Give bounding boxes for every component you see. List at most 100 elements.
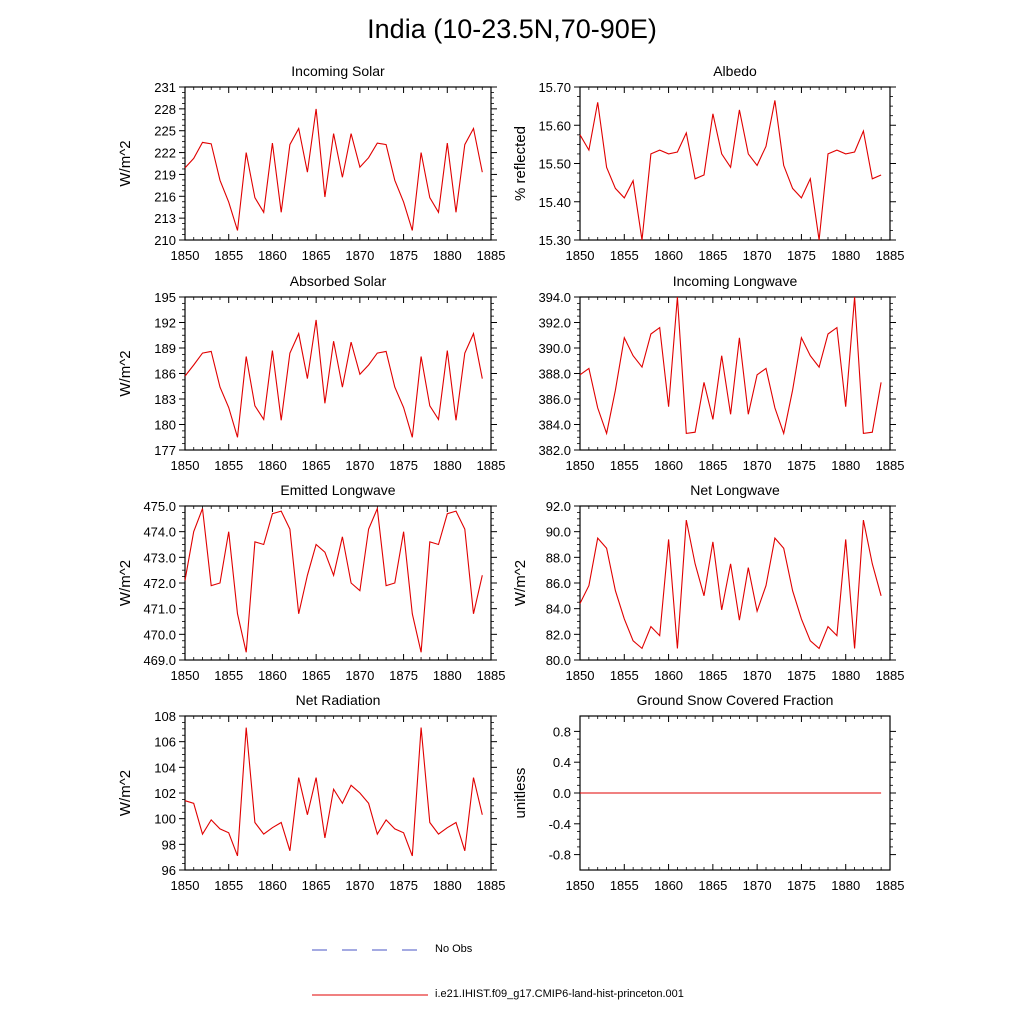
x-tick-label: 1850	[171, 878, 200, 893]
y-tick-label: 195	[154, 290, 176, 305]
y-tick-label: 472.0	[143, 576, 176, 591]
y-tick-label: 0.4	[553, 755, 571, 770]
series-line	[185, 320, 482, 437]
chart-title: Net Radiation	[296, 692, 381, 708]
y-tick-label: 177	[154, 443, 176, 458]
y-tick-label: 388.0	[538, 367, 571, 382]
x-tick-label: 1865	[698, 248, 727, 263]
chart-panel: 1850 1855 1860 1865 1870 1875 1880 1885 96 98 100 1…	[117, 692, 505, 893]
x-tick-label: 1885	[876, 458, 905, 473]
y-tick-label: 394.0	[538, 290, 571, 305]
chart-title: Albedo	[713, 63, 757, 79]
legend	[312, 950, 428, 995]
x-tick-label: 1870	[345, 458, 374, 473]
x-tick-label: 1855	[610, 668, 639, 683]
y-tick-label: 384.0	[538, 418, 571, 433]
series-line	[185, 728, 482, 856]
x-tick-label: 1875	[389, 458, 418, 473]
y-tick-label: 192	[154, 316, 176, 331]
x-tick-label: 1860	[654, 248, 683, 263]
y-tick-label: 475.0	[143, 499, 176, 514]
series-line	[185, 109, 482, 231]
y-axis-label: W/m^2	[117, 140, 134, 186]
y-tick-label: 92.0	[546, 499, 571, 514]
y-tick-label: 0.8	[553, 724, 571, 739]
x-tick-label: 1870	[743, 248, 772, 263]
legend-label-model: i.e21.IHIST.f09_g17.CMIP6-land-hist-prin…	[435, 988, 684, 1000]
chart-panel: 1850 1855 1860 1865 1870 1875 1880 1885382.0384…	[538, 273, 904, 473]
y-tick-label: 180	[154, 418, 176, 433]
x-tick-label: 1870	[743, 878, 772, 893]
y-tick-label: 225	[154, 124, 176, 139]
x-tick-label: 1865	[698, 668, 727, 683]
y-tick-label: 231	[154, 80, 176, 95]
y-tick-label: 106	[154, 735, 176, 750]
x-tick-label: 1850	[566, 668, 595, 683]
x-tick-label: 1875	[389, 248, 418, 263]
chart-canvas: 1850 1855 1860 1865 1870 1875 1880 188521021321…	[0, 0, 1024, 1024]
y-axis-label: W/m^2	[117, 350, 134, 396]
y-tick-label: 86.0	[546, 576, 571, 591]
x-tick-label: 1850	[566, 878, 595, 893]
x-tick-label: 1850	[566, 248, 595, 263]
x-tick-label: 1870	[345, 248, 374, 263]
y-tick-label: 96	[162, 863, 176, 878]
x-tick-label: 1855	[214, 668, 243, 683]
y-tick-label: 102	[154, 786, 176, 801]
x-tick-label: 1865	[698, 878, 727, 893]
plot-frame	[185, 716, 491, 870]
x-tick-label: 1885	[477, 458, 506, 473]
y-tick-label: 228	[154, 102, 176, 117]
x-tick-label: 1860	[654, 878, 683, 893]
y-tick-label: 213	[154, 211, 176, 226]
plot-frame	[185, 297, 491, 450]
x-tick-label: 1880	[831, 668, 860, 683]
x-tick-label: 1885	[477, 878, 506, 893]
chart-panel: 1850 1855 1860 1865 1870 1875 1880 1885 15.30 15.…	[512, 63, 904, 263]
x-tick-label: 1860	[258, 248, 287, 263]
x-tick-label: 1880	[433, 878, 462, 893]
x-tick-label: 1860	[654, 458, 683, 473]
series-line	[580, 520, 881, 648]
y-tick-label: 15.30	[538, 233, 571, 248]
x-tick-label: 1885	[876, 248, 905, 263]
legend-label-no-obs: No Obs	[435, 943, 472, 955]
y-axis-label: % reflected	[512, 126, 529, 201]
y-tick-label: 88.0	[546, 550, 571, 565]
series-line	[580, 100, 881, 240]
x-tick-label: 1860	[654, 668, 683, 683]
series-line	[580, 297, 881, 433]
x-tick-label: 1885	[876, 878, 905, 893]
y-tick-label: 382.0	[538, 443, 571, 458]
plot-frame	[580, 506, 890, 660]
x-tick-label: 1880	[831, 878, 860, 893]
x-tick-label: 1855	[214, 248, 243, 263]
y-tick-label: 210	[154, 233, 176, 248]
x-tick-label: 1860	[258, 458, 287, 473]
y-tick-label: 15.40	[538, 195, 571, 210]
series-line	[185, 509, 482, 653]
x-tick-label: 1885	[477, 668, 506, 683]
x-tick-label: 1865	[698, 458, 727, 473]
y-axis-label: W/m^2	[117, 560, 134, 606]
x-tick-label: 1885	[876, 668, 905, 683]
y-tick-label: 386.0	[538, 392, 571, 407]
x-tick-label: 1885	[477, 248, 506, 263]
y-axis-label: unitless	[512, 768, 529, 819]
y-tick-label: 183	[154, 392, 176, 407]
x-tick-label: 1880	[433, 458, 462, 473]
chart-panel: 1850 1855 1860 1865 1870 1875 1880 1885 80.0 82.0…	[512, 482, 904, 683]
y-tick-label: 15.60	[538, 118, 571, 133]
x-tick-label: 1870	[743, 668, 772, 683]
x-tick-label: 1855	[214, 458, 243, 473]
y-tick-label: 0.0	[553, 786, 571, 801]
x-tick-label: 1860	[258, 668, 287, 683]
x-tick-label: 1880	[433, 248, 462, 263]
y-tick-label: 390.0	[538, 341, 571, 356]
x-tick-label: 1875	[389, 878, 418, 893]
y-tick-label: 100	[154, 812, 176, 827]
plot-frame	[580, 87, 890, 240]
x-tick-label: 1870	[345, 878, 374, 893]
x-tick-label: 1855	[214, 878, 243, 893]
y-tick-label: 82.0	[546, 627, 571, 642]
